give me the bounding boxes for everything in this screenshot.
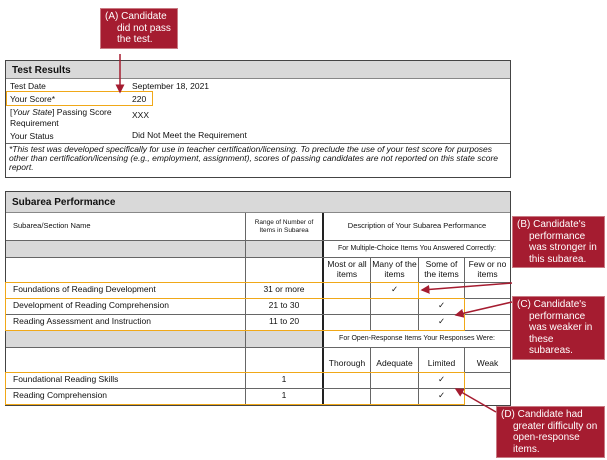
- divider: [6, 388, 510, 389]
- score-highlight: [6, 91, 153, 106]
- col-name-header: Subarea/Section Name: [13, 221, 91, 231]
- divider: [6, 257, 510, 258]
- subarea-row-range: 1: [281, 390, 287, 401]
- callout-d: (D) Candidate had greater difficulty on o…: [496, 406, 605, 458]
- check-icon: ✓: [437, 374, 446, 385]
- score-value: 220: [132, 94, 147, 104]
- weaker-highlight: [5, 298, 465, 331]
- subarea-row-name: Reading Comprehension: [13, 390, 108, 401]
- callout-b-lead: (B) Candidate's: [517, 219, 586, 230]
- status-label: Your Status: [10, 131, 54, 141]
- callout-a-text: did not pass the test.: [117, 22, 171, 46]
- divider: [6, 143, 510, 144]
- subarea-row-name: Reading Assessment and Instruction: [13, 316, 151, 327]
- subarea-title: Subarea Performance: [6, 192, 510, 213]
- divider: [370, 347, 371, 405]
- mc-level-header: Many of the items: [372, 259, 417, 279]
- check-icon: ✓: [437, 390, 446, 401]
- divider: [370, 257, 371, 330]
- score-label: Your Score*: [10, 94, 56, 104]
- callout-a-lead: (A) Candidate: [105, 11, 167, 22]
- divider: [322, 213, 324, 405]
- col-desc-header: Description of Your Subarea Performance: [347, 221, 487, 231]
- divider: [464, 257, 465, 330]
- or-level-header: Thorough: [328, 357, 366, 368]
- subarea-row-range: 11 to 20: [268, 316, 300, 327]
- test-results-panel: Test Results: [5, 60, 511, 178]
- mc-level-header: Most or all items: [327, 259, 367, 279]
- check-icon: ✓: [437, 300, 446, 311]
- subarea-row-name: Foundational Reading Skills: [13, 374, 119, 385]
- divider: [6, 347, 510, 348]
- check-icon: ✓: [390, 284, 399, 295]
- mc-level-header: Some of the items: [424, 259, 459, 279]
- arrow-c: [454, 301, 513, 318]
- callout-b-text: performance was stronger in this subarea…: [529, 230, 597, 265]
- arrow-d: [454, 388, 497, 413]
- passing-requirement-label: [Your State] Passing Score Requirement: [10, 107, 112, 129]
- footnote: *This test was developed specifically fo…: [9, 144, 499, 172]
- callout-c-lead: (C) Candidate's: [517, 299, 587, 310]
- divider: [245, 213, 246, 405]
- subarea-row-range: 31 or more: [263, 284, 305, 295]
- test-date-label: Test Date: [10, 81, 46, 91]
- or-level-header: Limited: [427, 357, 456, 368]
- callout-d-lead: (D) Candidate had: [501, 409, 583, 420]
- callout-b: (B) Candidate's performance was stronger …: [512, 216, 605, 268]
- callout-c: (C) Candidate's performance was weaker in…: [512, 296, 605, 360]
- callout-d-text: greater difficulty on open-response item…: [513, 420, 598, 455]
- col-range-header: Range of Number of Items in Subarea: [254, 219, 314, 234]
- test-date-value: September 18, 2021: [132, 81, 210, 91]
- or-level-header: Adequate: [376, 357, 413, 368]
- gray-band: [6, 240, 323, 257]
- mc-level-header: Few or no items: [468, 259, 507, 279]
- or-level-header: Weak: [476, 357, 499, 368]
- divider: [6, 314, 510, 315]
- callout-a: (A) Candidate did not pass the test.: [100, 8, 178, 49]
- divider: [6, 240, 510, 241]
- or-caption: For Open-Response Items Your Responses W…: [339, 334, 495, 342]
- mc-caption: For Multiple-Choice Items You Answered C…: [338, 244, 496, 252]
- divider: [418, 347, 419, 405]
- subarea-row-name: Foundations of Reading Development: [13, 284, 156, 295]
- subarea-row-range: 1: [281, 374, 287, 385]
- check-icon: ✓: [437, 316, 446, 327]
- test-results-title: Test Results: [6, 61, 510, 79]
- subarea-row-range: 21 to 30: [268, 300, 300, 311]
- callout-c-text: performance was weaker in these subareas…: [529, 310, 593, 357]
- arrow-b: [420, 282, 513, 294]
- gray-band: [6, 330, 323, 347]
- passing-requirement-value: XXX: [132, 110, 150, 120]
- subarea-row-name: Development of Reading Comprehension: [13, 300, 169, 311]
- status-value: Did Not Meet the Requirement: [132, 130, 247, 140]
